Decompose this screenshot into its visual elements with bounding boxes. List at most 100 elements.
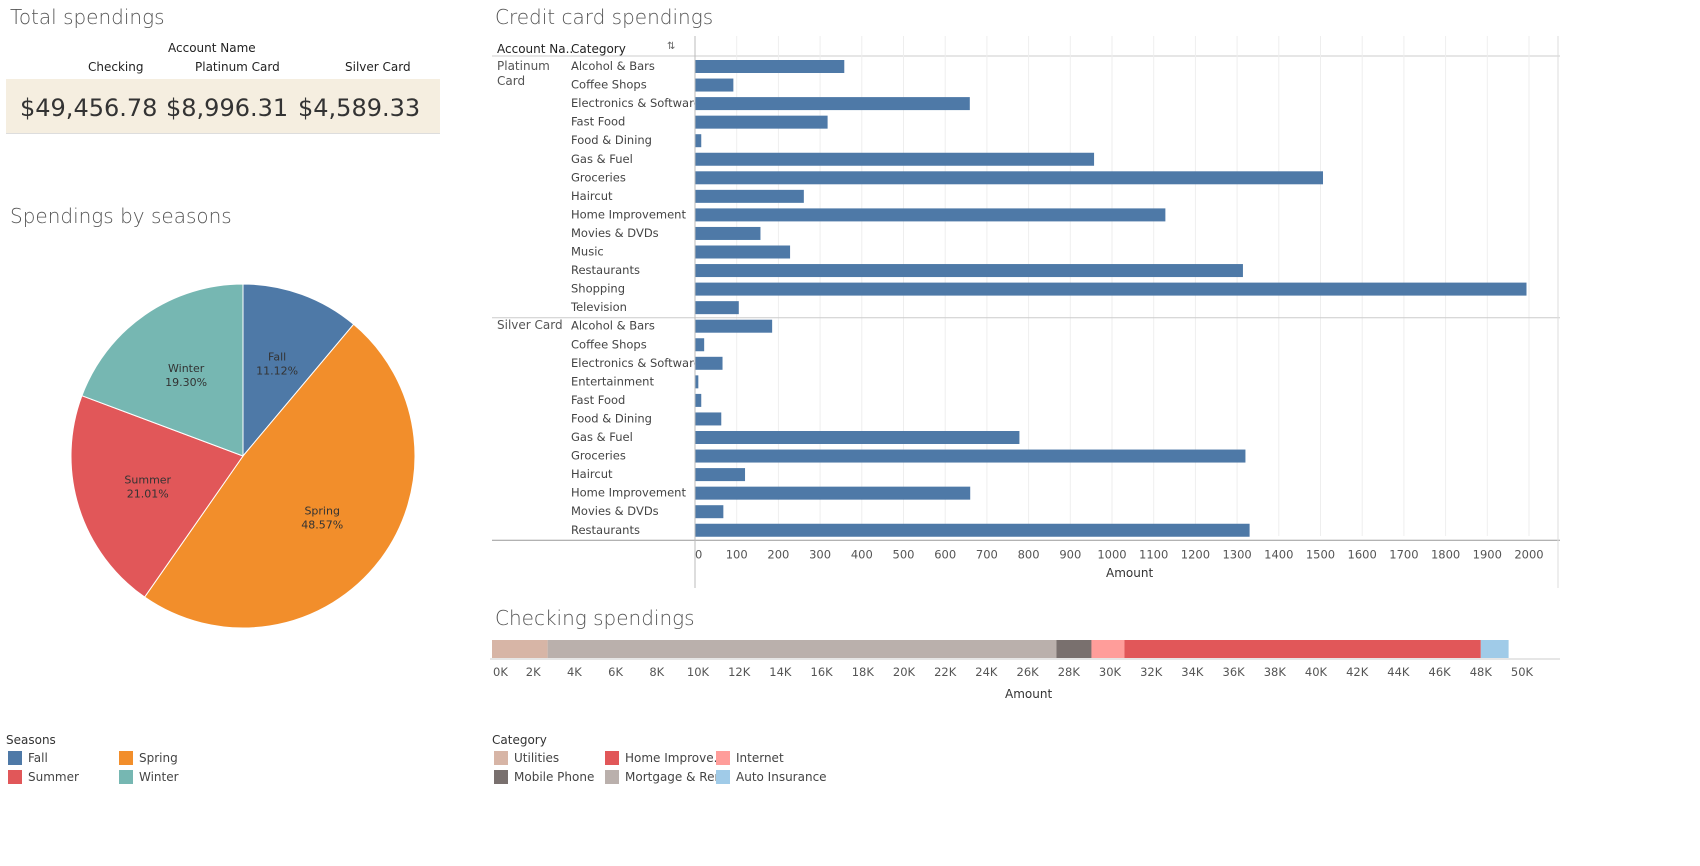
credit-category-label: Television [570, 300, 627, 314]
credit-bar-silver-card-restaurants[interactable] [695, 523, 1250, 537]
season-legend-swatch-spring[interactable] [119, 751, 133, 765]
credit-bar-silver-card-coffee-shops[interactable] [695, 338, 705, 352]
checking-x-tick-label: 34K [1181, 665, 1204, 679]
credit-x-tick-label: 0 [695, 547, 702, 561]
category-legend-swatch-auto-insurance[interactable] [716, 770, 730, 784]
credit-category-label: Alcohol & Bars [571, 59, 655, 73]
credit-x-tick-label: 1800 [1431, 547, 1460, 561]
credit-x-tick-label: 600 [934, 547, 956, 561]
checking-segment-home-improve[interactable] [1124, 640, 1481, 658]
credit-bar-silver-card-electronics-software[interactable] [695, 356, 723, 370]
credit-bar-platinum-card-home-improvement[interactable] [695, 208, 1166, 222]
silver-total-value[interactable]: $4,589.33 [298, 94, 421, 122]
category-legend-label-mobile-phone[interactable]: Mobile Phone [514, 770, 595, 784]
category-column-header[interactable]: Category [571, 42, 626, 56]
checking-segment-auto-insurance[interactable] [1480, 640, 1509, 658]
pie-percent-winter: 19.30% [165, 376, 207, 389]
category-legend-label-home-improve[interactable]: Home Improve.. [625, 751, 722, 765]
platinum-total-value[interactable]: $8,996.31 [166, 94, 289, 122]
silver-group-label: Silver Card [497, 318, 563, 332]
total-values-band [6, 79, 440, 134]
credit-bar-platinum-card-gas-fuel[interactable] [695, 152, 1095, 166]
credit-x-tick-label: 400 [851, 547, 873, 561]
category-legend-label-internet[interactable]: Internet [736, 751, 784, 765]
credit-category-label: Gas & Fuel [571, 152, 633, 166]
pie-slice-fall[interactable] [242, 283, 355, 458]
credit-bar-silver-card-groceries[interactable] [695, 449, 1246, 463]
credit-bar-silver-card-haircut[interactable] [695, 468, 746, 482]
credit-bar-silver-card-home-improvement[interactable] [695, 486, 971, 500]
credit-bar-platinum-card-alcohol-bars[interactable] [695, 60, 845, 73]
credit-bar-silver-card-movies-dvds[interactable] [695, 505, 724, 519]
pie-percent-summer: 21.01% [127, 488, 169, 501]
credit-x-tick-label: 1400 [1264, 547, 1293, 561]
checking-x-tick-label: 14K [769, 665, 792, 679]
credit-x-tick-label: 100 [726, 547, 748, 561]
credit-category-label: Home Improvement [571, 486, 686, 500]
checking-title: Checking spendings [495, 606, 695, 630]
credit-bar-platinum-card-shopping[interactable] [695, 282, 1527, 296]
season-legend-label-summer[interactable]: Summer [28, 770, 79, 784]
credit-bar-platinum-card-restaurants[interactable] [695, 264, 1243, 278]
pie-slice-winter[interactable] [81, 283, 244, 457]
category-legend-title: Category [492, 733, 547, 747]
credit-bar-platinum-card-coffee-shops[interactable] [695, 78, 734, 92]
credit-bar-platinum-card-fast-food[interactable] [695, 115, 828, 129]
checking-x-axis-title: Amount [1005, 687, 1053, 701]
account-column-header[interactable]: Account Na.. [497, 42, 574, 56]
credit-bar-silver-card-gas-fuel[interactable] [695, 431, 1020, 444]
checking-x-tick-label: 36K [1223, 665, 1246, 679]
category-legend-swatch-mortgage-rent[interactable] [605, 770, 619, 784]
season-legend-swatch-summer[interactable] [8, 770, 22, 784]
checking-segment-mortgage-rent[interactable] [547, 640, 1057, 658]
credit-bar-silver-card-entertainment[interactable] [695, 375, 699, 389]
credit-bar-platinum-card-haircut[interactable] [695, 189, 804, 203]
credit-x-tick-label: 1700 [1389, 547, 1418, 561]
credit-bar-silver-card-alcohol-bars[interactable] [695, 319, 773, 333]
credit-category-label: Fast Food [571, 393, 625, 407]
checking-x-tick-label: 8K [649, 665, 664, 679]
credit-bar-chart: Alcohol & Bars Coffee Shops Electronics & … [492, 36, 1560, 588]
category-legend-label-utilities[interactable]: Utilities [514, 751, 560, 765]
pie-slice-spring[interactable] [143, 323, 416, 629]
season-legend-label-fall[interactable]: Fall [28, 751, 48, 765]
credit-category-label: Music [571, 245, 604, 259]
credit-bar-silver-card-food-dining[interactable] [695, 412, 722, 426]
category-legend-swatch-mobile-phone[interactable] [494, 770, 508, 784]
checking-x-tick-label: 24K [975, 665, 998, 679]
checking-stacked-bar: 0K 2K 4K 6K 8K 10K 12K 14K 16K 18K 20K 22K 24K 26K 28K… [490, 640, 1560, 679]
season-legend-label-spring[interactable]: Spring [139, 751, 178, 765]
season-legend-swatch-winter[interactable] [119, 770, 133, 784]
credit-x-tick-label: 300 [809, 547, 831, 561]
credit-bar-platinum-card-groceries[interactable] [695, 171, 1324, 185]
credit-x-tick-label: 1600 [1348, 547, 1377, 561]
credit-bar-platinum-card-television[interactable] [695, 301, 739, 315]
credit-category-label: Gas & Fuel [571, 430, 633, 444]
credit-x-tick-label: 1900 [1473, 547, 1502, 561]
category-legend-swatch-home-improve[interactable] [605, 751, 619, 765]
credit-category-label: Food & Dining [571, 133, 652, 147]
sort-descending-icon[interactable]: ⇅ [667, 41, 676, 52]
credit-bar-platinum-card-music[interactable] [695, 245, 791, 259]
checking-total-value[interactable]: $49,456.78 [20, 94, 158, 122]
category-legend-swatch-utilities[interactable] [494, 751, 508, 765]
credit-category-label: Groceries [571, 449, 626, 463]
credit-bar-platinum-card-electronics-software[interactable] [695, 97, 970, 111]
checking-x-tick-label: 48K [1470, 665, 1493, 679]
checking-segment-utilities[interactable] [492, 640, 548, 658]
checking-x-tick-label: 30K [1099, 665, 1122, 679]
category-legend-label-mortgage-rent[interactable]: Mortgage & Rent [625, 770, 727, 784]
credit-bar-platinum-card-food-dining[interactable] [695, 134, 702, 148]
category-legend-swatch-internet[interactable] [716, 751, 730, 765]
credit-bar-platinum-card-movies-dvds[interactable] [695, 226, 761, 240]
checking-segment-internet[interactable] [1091, 640, 1125, 658]
season-legend-swatch-fall[interactable] [8, 751, 22, 765]
credit-category-label: Coffee Shops [571, 78, 647, 92]
checking-segment-mobile-phone[interactable] [1056, 640, 1092, 658]
credit-category-label: Movies & DVDs [571, 504, 659, 518]
credit-bar-silver-card-fast-food[interactable] [695, 393, 702, 407]
season-legend-label-winter[interactable]: Winter [139, 770, 179, 784]
pie-slice-summer[interactable] [70, 395, 244, 598]
category-legend-label-auto-insurance[interactable]: Auto Insurance [736, 770, 827, 784]
